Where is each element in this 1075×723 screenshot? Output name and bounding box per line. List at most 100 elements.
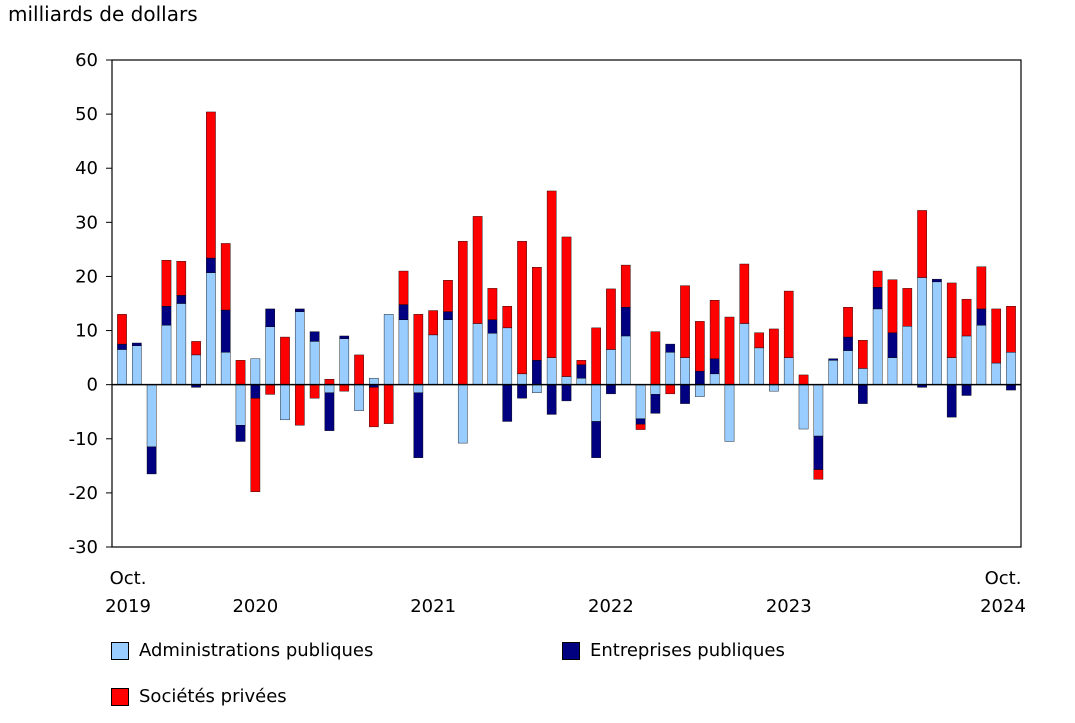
legend-item-societes: Sociétés privées — [111, 686, 287, 707]
bar-segment-1-31 — [576, 364, 587, 379]
legend-label-societes: Sociétés privées — [139, 686, 287, 707]
bar-segment-2-33 — [606, 288, 616, 350]
bar-segment-0-33 — [606, 349, 616, 385]
bar-segment-1-48 — [828, 358, 839, 361]
bar-segment-0-53 — [902, 326, 913, 385]
bar-segment-1-22 — [443, 311, 453, 320]
bar-segment-0-39 — [695, 384, 705, 397]
bar-segment-2-23 — [457, 241, 468, 385]
bar-segment-0-5 — [191, 354, 201, 385]
bar-segment-1-40 — [709, 358, 720, 375]
bar-segment-1-13 — [309, 331, 320, 342]
bar-segment-0-38 — [680, 357, 690, 385]
bar-segment-1-35 — [635, 418, 646, 425]
bar-segment-2-34 — [620, 264, 631, 308]
bar-segment-0-37 — [665, 352, 676, 385]
x-tick-label-month: Oct. — [985, 568, 1022, 589]
bar-segment-0-14 — [324, 384, 335, 393]
x-tick-label-year: 2020 — [232, 596, 278, 617]
y-tick-label: 40 — [75, 158, 98, 179]
legend-swatch-entreprises — [562, 641, 580, 660]
bar-segment-2-44 — [769, 328, 779, 385]
bar-segment-0-27 — [517, 373, 527, 385]
bar-segment-2-45 — [783, 290, 794, 358]
bar-segment-1-9 — [250, 384, 261, 399]
legend-swatch-administrations — [111, 641, 129, 660]
bar-segment-0-8 — [235, 384, 246, 426]
bar-segment-1-56 — [946, 384, 957, 418]
bar-segment-0-29 — [546, 357, 557, 385]
bar-segment-2-5 — [191, 341, 201, 356]
bar-segment-1-14 — [324, 392, 335, 431]
bar-segment-2-41 — [724, 316, 735, 385]
plot-frame — [111, 59, 1022, 548]
bar-segment-0-56 — [946, 357, 957, 385]
bar-segment-2-60 — [1006, 306, 1016, 353]
bar-segment-2-18 — [383, 384, 394, 424]
bar-segment-0-24 — [472, 323, 483, 385]
bar-segment-1-19 — [398, 304, 409, 320]
bar-segment-2-46 — [798, 374, 809, 385]
bar-segment-1-51 — [872, 287, 883, 310]
bar-segment-1-8 — [235, 425, 246, 442]
bar-segment-0-0 — [117, 349, 127, 385]
bar-segment-1-37 — [665, 343, 676, 353]
bar-segment-0-16 — [354, 384, 364, 411]
bar-segment-2-50 — [858, 340, 868, 369]
bar-segment-0-23 — [457, 384, 468, 444]
bar-segment-2-15 — [339, 384, 350, 392]
bar-segment-0-10 — [265, 326, 275, 385]
bar-segment-0-44 — [769, 384, 779, 392]
x-tick-label-year: 2019 — [105, 596, 151, 617]
bar-segment-0-57 — [961, 335, 972, 385]
bar-segment-2-20 — [413, 314, 424, 385]
bar-segment-2-29 — [546, 190, 557, 358]
bar-segment-2-59 — [991, 308, 1002, 364]
bar-segment-0-60 — [1006, 352, 1016, 385]
bar-segment-0-17 — [369, 377, 379, 385]
bar-segment-2-58 — [976, 266, 987, 310]
x-tick-label-year: 2024 — [980, 596, 1026, 617]
bar-segment-0-47 — [813, 384, 824, 437]
legend-label-entreprises: Entreprises publiques — [590, 640, 785, 661]
bar-segment-1-36 — [650, 394, 661, 414]
bar-segment-2-53 — [902, 288, 913, 327]
bar-segment-1-57 — [961, 384, 972, 396]
bar-segment-2-9 — [250, 397, 261, 493]
bar-segment-0-3 — [161, 324, 172, 385]
bar-segment-2-38 — [680, 285, 690, 358]
bar-segment-0-12 — [294, 311, 305, 385]
bar-segment-2-10 — [265, 384, 275, 395]
bar-segment-0-43 — [754, 347, 764, 385]
bar-segment-2-25 — [487, 288, 498, 320]
bar-segment-2-22 — [443, 280, 453, 312]
bar-segment-0-26 — [502, 327, 513, 385]
x-tick-label-year: 2021 — [410, 596, 456, 617]
y-tick-label: 10 — [75, 321, 98, 342]
y-tick-label: -20 — [69, 483, 98, 504]
bar-segment-0-42 — [739, 323, 750, 385]
bar-segment-1-25 — [487, 319, 498, 334]
bar-segment-2-28 — [532, 267, 542, 361]
bar-segment-0-46 — [798, 384, 809, 430]
y-tick-label: 30 — [75, 212, 98, 233]
bar-segment-0-58 — [976, 324, 987, 385]
legend-swatch-societes — [111, 687, 129, 706]
bar-segment-0-36 — [650, 384, 661, 395]
bar-segment-1-55 — [932, 278, 942, 283]
bar-segment-2-26 — [502, 306, 513, 329]
bar-segment-0-30 — [561, 376, 572, 385]
bar-segment-1-38 — [680, 384, 690, 404]
bar-segment-1-27 — [517, 384, 527, 399]
bar-segment-1-34 — [620, 307, 631, 337]
bar-segment-0-49 — [843, 350, 853, 385]
bar-segment-2-12 — [294, 384, 305, 426]
bar-segment-2-31 — [576, 360, 587, 365]
bar-segment-2-8 — [235, 360, 246, 385]
bar-segment-0-45 — [783, 357, 794, 385]
y-tick-label: 0 — [87, 375, 98, 396]
bar-segment-1-60 — [1006, 384, 1016, 391]
bar-segment-1-28 — [532, 360, 542, 385]
bar-segment-0-20 — [413, 384, 424, 393]
legend-item-entreprises: Entreprises publiques — [562, 640, 785, 661]
